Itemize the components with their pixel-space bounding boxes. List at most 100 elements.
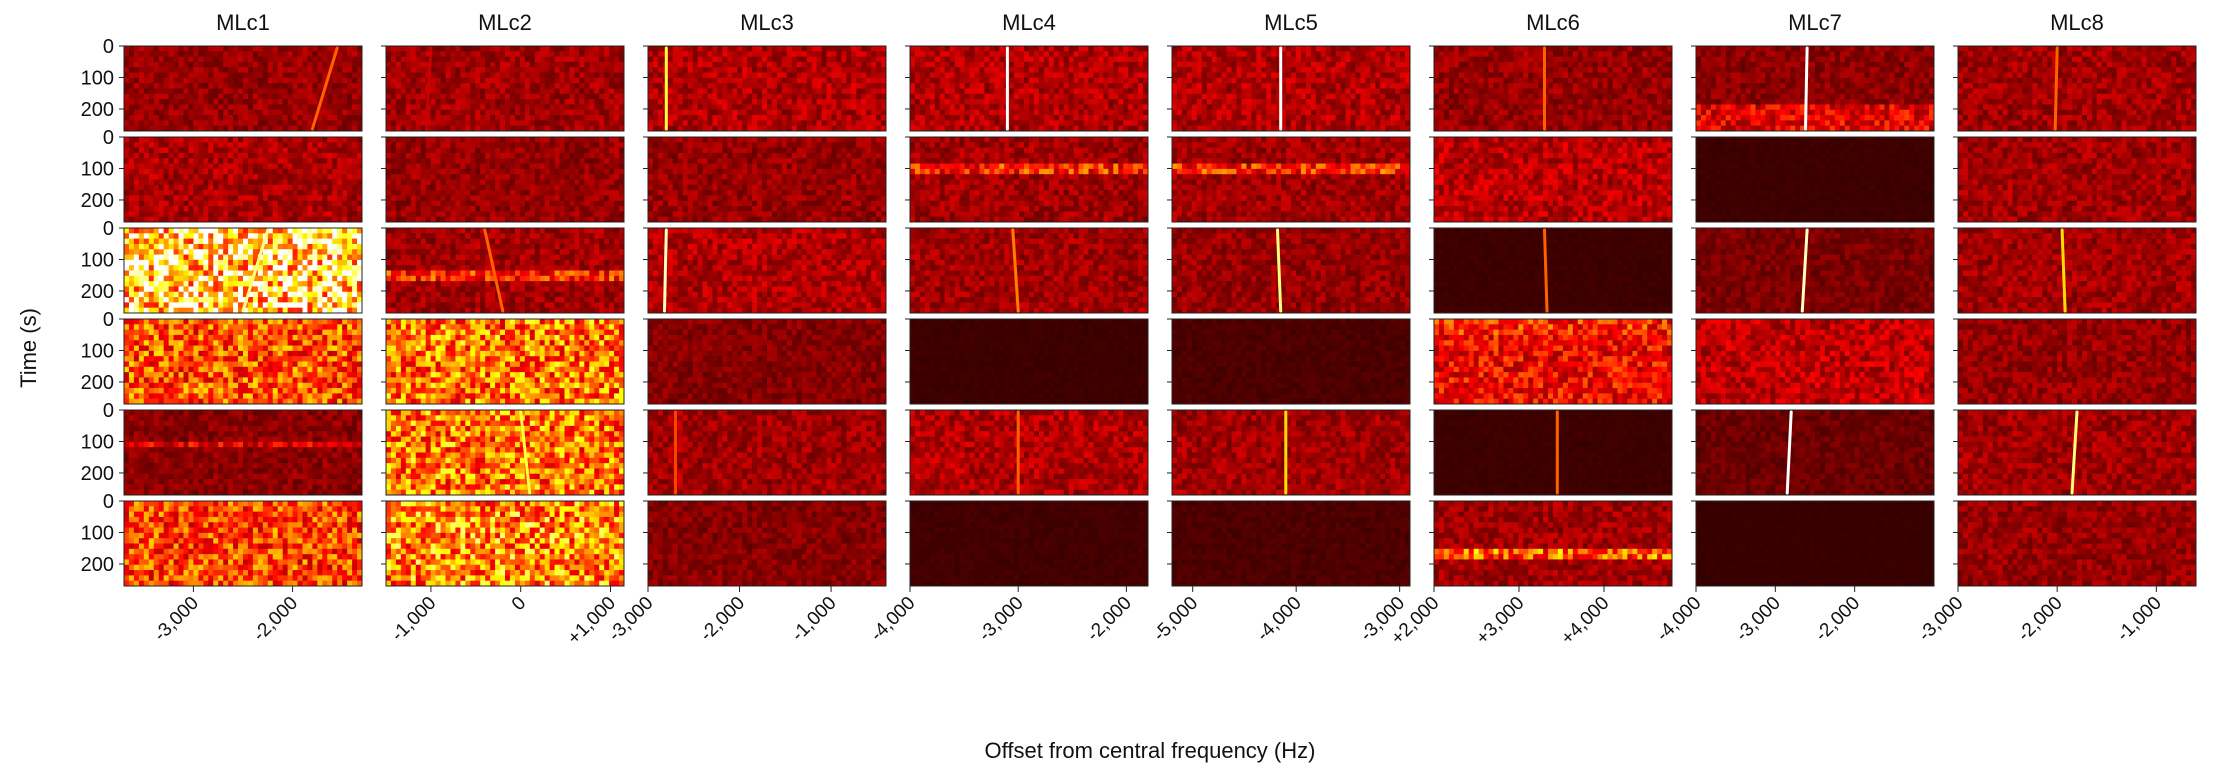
panel-r5-mlc7 [1691, 410, 1934, 495]
x-tick-label: 0 [508, 593, 530, 615]
x-tick-label: -3,000 [1732, 593, 1785, 646]
panel-r4-mlc8 [1953, 319, 2196, 404]
panel-r4-mlc7 [1691, 319, 1934, 404]
x-axis-mlc8: -3,000 -2,000 -1,000 [1915, 586, 2166, 646]
y-tick-label: 0 [103, 218, 114, 240]
panel-r5-mlc1: 0 100 200 [81, 400, 363, 495]
panel-r3-mlc2 [381, 228, 624, 313]
panel-grid: 0100200010020001002000100200010020001002… [81, 36, 2197, 586]
panel-r3-mlc7 [1691, 228, 1934, 313]
column-title-mlc5: MLc5 [1264, 10, 1318, 35]
panel-r1-mlc2 [381, 46, 624, 131]
panel-r6-mlc8 [1953, 501, 2196, 586]
column-title-mlc8: MLc8 [2050, 10, 2104, 35]
y-tick-label: 200 [81, 281, 114, 303]
y-tick-label: 0 [103, 400, 114, 422]
panel-r4-mlc6 [1429, 319, 1672, 404]
y-tick-label: 100 [81, 522, 114, 544]
panel-r5-mlc8 [1953, 410, 2196, 495]
panel-r5-mlc2 [381, 410, 624, 495]
y-tick-label: 200 [81, 190, 114, 212]
panel-r3-mlc6 [1429, 228, 1672, 313]
y-tick-label: 100 [81, 249, 114, 271]
panel-r2-mlc7 [1691, 137, 1934, 222]
x-tick-label: -2,000 [1811, 593, 1864, 646]
x-tick-label: -2,000 [1083, 593, 1136, 646]
panel-r1-mlc6 [1429, 46, 1672, 131]
x-tick-label: +3,000 [1472, 593, 1528, 649]
x-tick-label: -3,000 [975, 593, 1028, 646]
x-tick-label: -5,000 [1149, 593, 1202, 646]
x-axis-mlc1: -3,000 -2,000 [150, 586, 302, 646]
panel-r4-mlc5 [1167, 319, 1410, 404]
x-axis-mlc7: -4,000 -3,000 -2,000 [1653, 586, 1865, 646]
x-axis-label: Offset from central frequency (Hz) [985, 738, 1316, 763]
y-tick-label: 200 [81, 372, 114, 394]
panel-r1-mlc8 [1953, 46, 2196, 131]
panel-r5-mlc5 [1167, 410, 1410, 495]
x-tick-label: -3,000 [150, 593, 203, 646]
column-title-mlc6: MLc6 [1526, 10, 1580, 35]
panel-r6-mlc5 [1167, 501, 1410, 586]
column-headers: MLc1 MLc2 MLc3 MLc4 MLc5 MLc6 MLc7 MLc8 [216, 10, 2104, 35]
signal-line [1806, 48, 1808, 129]
panel-r1-mlc3 [643, 46, 886, 131]
y-tick-label: 100 [81, 158, 114, 180]
panel-r3-mlc5 [1167, 228, 1410, 313]
x-axis-mlc2: -1,000 0 +1,000 [387, 586, 620, 649]
x-tick-label: -4,000 [867, 593, 920, 646]
column-title-mlc3: MLc3 [740, 10, 794, 35]
column-title-mlc1: MLc1 [216, 10, 270, 35]
x-axes: -3,000 -2,000 -1,000 0 +1,000 -3,000 -2,000 -1,… [150, 586, 2166, 649]
y-tick-label: 100 [81, 67, 114, 89]
panel-r6-mlc6 [1429, 501, 1672, 586]
x-tick-label: -1,000 [387, 593, 440, 646]
panel-r1-mlc4 [905, 46, 1148, 131]
y-tick-label: 200 [81, 99, 114, 121]
panel-r4-mlc4 [905, 319, 1148, 404]
x-axis-mlc6: +2,000 +3,000 +4,000 [1387, 586, 1613, 649]
panel-r6-mlc7 [1691, 501, 1934, 586]
panel-r2-mlc4 [905, 137, 1148, 222]
x-tick-label: -3,000 [1915, 593, 1968, 646]
panel-r1-mlc1: 0 100 200 [81, 36, 363, 131]
y-tick-label: 100 [81, 340, 114, 362]
x-tick-label: -2,000 [2014, 593, 2067, 646]
x-tick-label: -4,000 [1253, 593, 1306, 646]
y-axis-label: Time (s) [16, 308, 41, 388]
panel-r3-mlc1: 0 100 200 [81, 218, 363, 313]
x-tick-label: -2,000 [696, 593, 749, 646]
y-tick-label: 0 [103, 309, 114, 331]
panel-r1-mlc5 [1167, 46, 1410, 131]
panel-r3-mlc8 [1953, 228, 2196, 313]
x-tick-label: +4,000 [1557, 593, 1613, 649]
y-tick-label: 100 [81, 431, 114, 453]
x-tick-label: +1,000 [564, 593, 620, 649]
panel-r4-mlc1: 0 100 200 [81, 309, 363, 404]
panel-r2-mlc6 [1429, 137, 1672, 222]
column-title-mlc7: MLc7 [1788, 10, 1842, 35]
y-tick-label: 0 [103, 491, 114, 513]
panel-r6-mlc4 [905, 501, 1148, 586]
panel-r4-mlc3 [643, 319, 886, 404]
panel-r5-mlc6 [1429, 410, 1672, 495]
panel-r2-mlc2 [381, 137, 624, 222]
x-tick-label: -1,000 [788, 593, 841, 646]
y-tick-label: 0 [103, 36, 114, 58]
x-tick-label: -2,000 [249, 593, 302, 646]
y-tick-label: 200 [81, 463, 114, 485]
x-axis-mlc3: -3,000 -2,000 -1,000 [605, 586, 841, 646]
panel-r5-mlc4 [905, 410, 1148, 495]
x-axis-mlc4: -4,000 -3,000 -2,000 [867, 586, 1136, 646]
panel-r3-mlc3 [643, 228, 886, 313]
panel-r2-mlc5 [1167, 137, 1410, 222]
panel-r1-mlc7 [1691, 46, 1934, 131]
signal-line [2055, 48, 2057, 129]
panel-r6-mlc3 [643, 501, 886, 586]
panel-r5-mlc3 [643, 410, 886, 495]
x-tick-label: -1,000 [2113, 593, 2166, 646]
panel-r6-mlc2 [381, 501, 624, 586]
